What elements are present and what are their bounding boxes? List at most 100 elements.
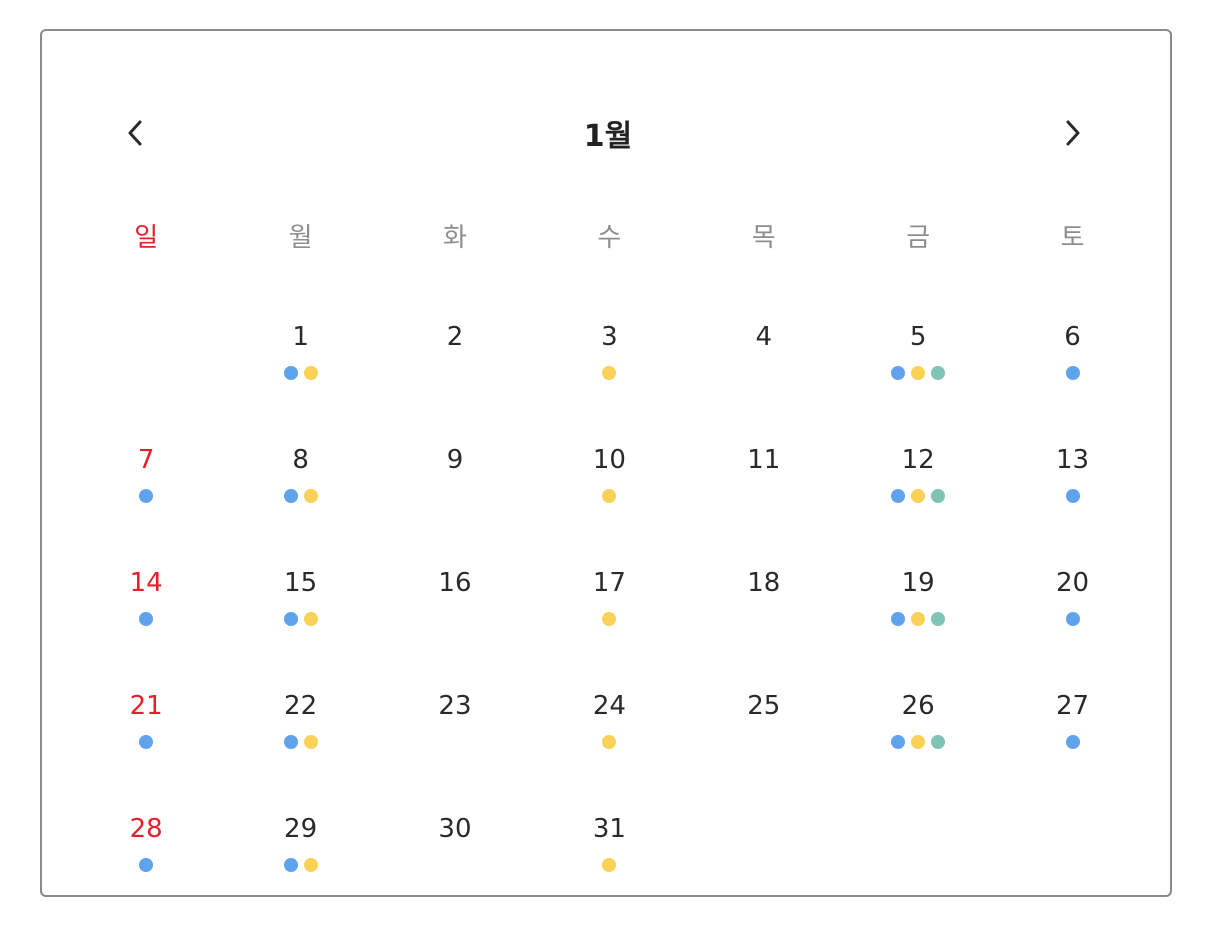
day-number: 7 (137, 445, 155, 475)
day-cell[interactable]: 1 (223, 317, 377, 440)
day-cell[interactable]: 30 (378, 809, 532, 932)
day-cell[interactable]: 14 (69, 563, 223, 686)
event-dots (1065, 612, 1080, 626)
day-cell[interactable]: 25 (687, 686, 841, 809)
calendar: 1월 일 월 화 수 목 금 토 1 2 3 4 5 6 7 8 9 10 11 12 13 14 15 16… (40, 29, 1172, 897)
day-cell[interactable]: 20 (995, 563, 1149, 686)
day-cell[interactable]: 7 (69, 440, 223, 563)
event-dots (602, 858, 617, 872)
day-cell[interactable]: 8 (223, 440, 377, 563)
event-dot-yellow (602, 735, 617, 749)
event-dots (139, 735, 154, 749)
day-cell[interactable]: 26 (841, 686, 995, 809)
day-number: 6 (1064, 322, 1081, 352)
event-dots (283, 612, 318, 626)
event-dot-yellow (602, 858, 617, 872)
day-cell[interactable]: 13 (995, 440, 1149, 563)
event-dot-yellow (911, 612, 926, 626)
day-cell[interactable]: 29 (223, 809, 377, 932)
empty-day-cell (69, 317, 223, 440)
event-dot-yellow (303, 612, 318, 626)
day-cell[interactable]: 5 (841, 317, 995, 440)
day-number: 26 (901, 691, 935, 721)
day-cell[interactable]: 6 (995, 317, 1149, 440)
event-dots (139, 612, 154, 626)
day-cell[interactable]: 24 (532, 686, 686, 809)
day-cell[interactable]: 16 (378, 563, 532, 686)
prev-month-button[interactable] (112, 109, 160, 157)
day-cell[interactable]: 15 (223, 563, 377, 686)
day-cell[interactable]: 17 (532, 563, 686, 686)
event-dot-yellow (911, 735, 926, 749)
day-cell[interactable]: 22 (223, 686, 377, 809)
event-dots (283, 366, 318, 380)
day-cell[interactable]: 11 (687, 440, 841, 563)
day-cell[interactable]: 19 (841, 563, 995, 686)
day-number: 23 (438, 691, 472, 721)
event-dot-blue (1065, 735, 1080, 749)
event-dot-blue (1065, 366, 1080, 380)
day-cell[interactable]: 28 (69, 809, 223, 932)
event-dots (283, 858, 318, 872)
day-number: 20 (1055, 568, 1090, 598)
day-cell[interactable]: 9 (378, 440, 532, 563)
day-number: 9 (446, 445, 464, 475)
weekday-fri: 금 (906, 223, 931, 253)
weekday-mon: 월 (288, 223, 313, 253)
event-dot-teal (931, 612, 946, 626)
event-dot-blue (891, 366, 906, 380)
day-cell[interactable]: 27 (995, 686, 1149, 809)
day-cell[interactable]: 18 (687, 563, 841, 686)
event-dots (891, 366, 946, 380)
event-dot-yellow (303, 735, 318, 749)
day-cell[interactable]: 4 (687, 317, 841, 440)
event-dots (602, 489, 617, 503)
day-cell[interactable]: 12 (841, 440, 995, 563)
event-dot-blue (1065, 489, 1080, 503)
weekday-header-row: 일 월 화 수 목 금 토 (69, 218, 1150, 258)
weekday-thu: 목 (751, 223, 776, 253)
event-dots (1065, 735, 1080, 749)
day-number: 19 (901, 568, 935, 598)
day-number: 16 (438, 568, 472, 598)
day-number: 24 (592, 691, 626, 721)
day-cell[interactable]: 21 (69, 686, 223, 809)
event-dot-teal (931, 735, 946, 749)
event-dot-yellow (911, 366, 926, 380)
event-dots (891, 735, 946, 749)
event-dot-blue (283, 612, 298, 626)
event-dots (602, 366, 617, 380)
event-dots (139, 489, 154, 503)
weekday-wed: 수 (597, 223, 622, 253)
event-dot-yellow (602, 612, 617, 626)
day-number: 11 (747, 445, 781, 475)
day-number: 2 (446, 322, 464, 352)
chevron-left-icon (128, 120, 142, 146)
event-dots (891, 489, 946, 503)
event-dot-teal (931, 489, 946, 503)
event-dots (283, 489, 318, 503)
event-dot-blue (139, 612, 154, 626)
day-number: 4 (755, 322, 773, 352)
next-month-button[interactable] (1048, 109, 1096, 157)
day-number: 15 (284, 568, 318, 598)
weekday-tue: 화 (443, 223, 467, 253)
event-dot-yellow (303, 858, 318, 872)
event-dot-blue (891, 612, 906, 626)
event-dot-blue (1065, 612, 1080, 626)
chevron-right-icon (1066, 120, 1080, 146)
day-cell[interactable]: 2 (378, 317, 532, 440)
day-number: 8 (292, 445, 309, 475)
event-dot-blue (891, 735, 906, 749)
event-dot-blue (283, 489, 298, 503)
day-cell[interactable]: 31 (532, 809, 686, 932)
day-cell[interactable]: 23 (378, 686, 532, 809)
weekday-sat: 토 (1060, 223, 1085, 253)
event-dot-yellow (303, 489, 318, 503)
day-number: 5 (909, 322, 927, 352)
day-cell[interactable]: 10 (532, 440, 686, 563)
day-number: 10 (592, 445, 626, 475)
day-cell[interactable]: 3 (532, 317, 686, 440)
event-dot-yellow (303, 366, 318, 380)
day-number: 25 (747, 691, 781, 721)
